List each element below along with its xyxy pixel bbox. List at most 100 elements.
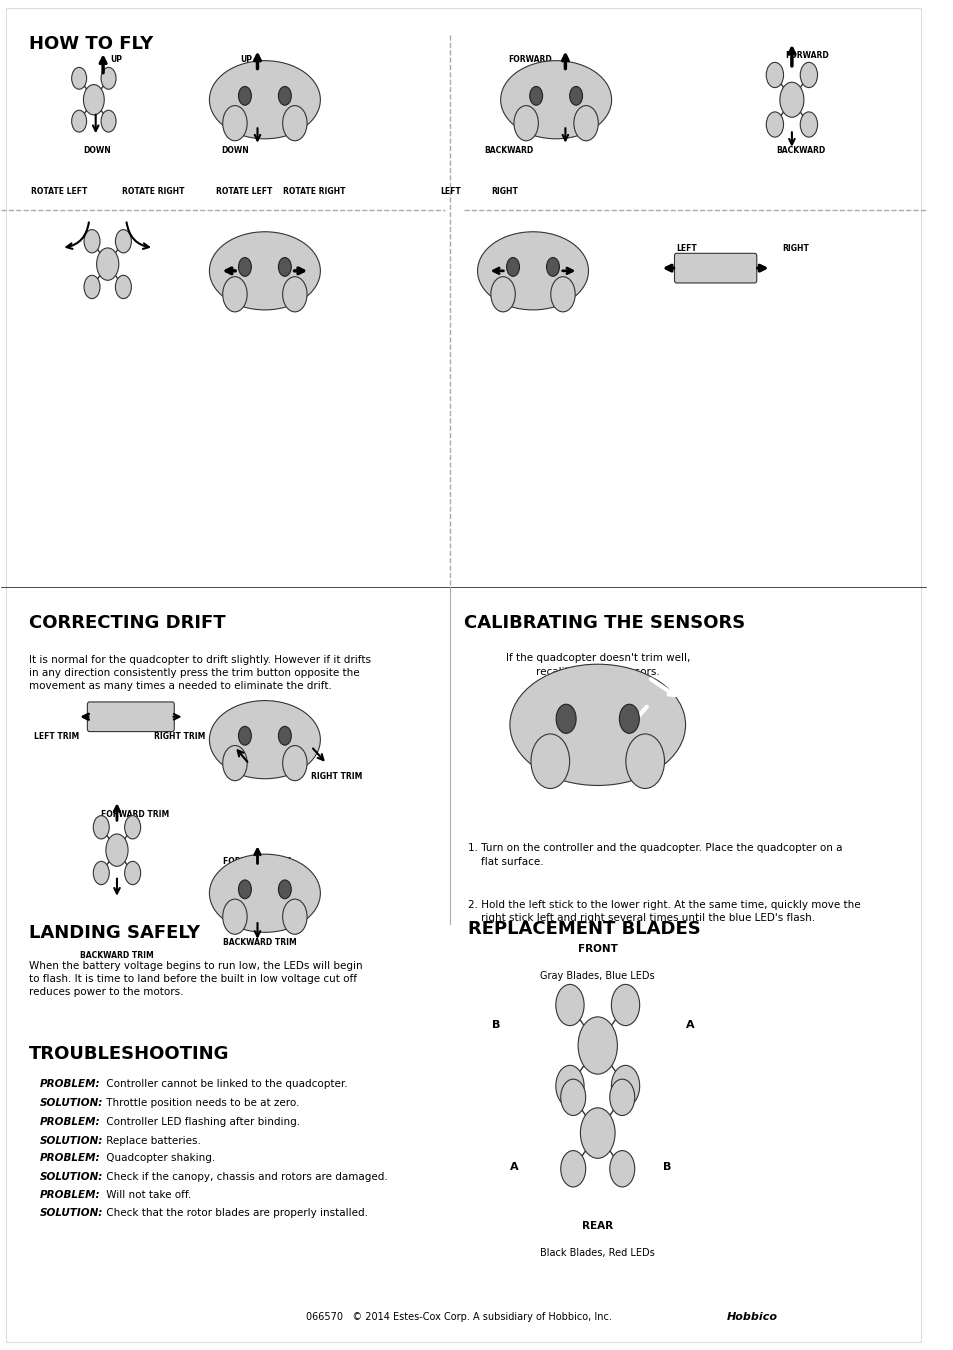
Text: BACKWARD TRIM: BACKWARD TRIM bbox=[223, 938, 296, 946]
Circle shape bbox=[560, 1150, 585, 1187]
Circle shape bbox=[556, 705, 576, 733]
Circle shape bbox=[506, 258, 519, 277]
Ellipse shape bbox=[491, 277, 515, 312]
Text: LEFT TRIM: LEFT TRIM bbox=[33, 732, 79, 741]
Text: A: A bbox=[510, 1162, 518, 1172]
FancyBboxPatch shape bbox=[674, 254, 756, 284]
Circle shape bbox=[546, 258, 558, 277]
Text: FRONT: FRONT bbox=[578, 945, 617, 954]
Circle shape bbox=[101, 111, 116, 132]
Text: PROBLEM:: PROBLEM: bbox=[40, 1189, 101, 1200]
Text: Quadcopter shaking.: Quadcopter shaking. bbox=[103, 1153, 215, 1164]
Circle shape bbox=[101, 68, 116, 89]
Text: Black Blades, Red LEDs: Black Blades, Red LEDs bbox=[539, 1247, 655, 1258]
Text: When the battery voltage begins to run low, the LEDs will begin
to flash. It is : When the battery voltage begins to run l… bbox=[30, 961, 362, 998]
Text: DOWN: DOWN bbox=[83, 146, 111, 154]
Circle shape bbox=[93, 815, 110, 838]
Text: B: B bbox=[492, 1021, 499, 1030]
Text: ROTATE RIGHT: ROTATE RIGHT bbox=[283, 188, 346, 196]
Text: LANDING SAFELY: LANDING SAFELY bbox=[30, 925, 200, 942]
Circle shape bbox=[765, 112, 782, 138]
Circle shape bbox=[83, 85, 104, 115]
Text: It is normal for the quadcopter to drift slightly. However if it drifts
in any d: It is normal for the quadcopter to drift… bbox=[30, 655, 371, 691]
Text: ROTATE RIGHT: ROTATE RIGHT bbox=[121, 188, 184, 196]
Text: RIGHT TRIM: RIGHT TRIM bbox=[311, 772, 362, 782]
Circle shape bbox=[800, 112, 817, 138]
Text: SOLUTION:: SOLUTION: bbox=[40, 1208, 104, 1219]
Ellipse shape bbox=[210, 232, 320, 310]
Text: Will not take off.: Will not take off. bbox=[103, 1189, 192, 1200]
Circle shape bbox=[609, 1150, 634, 1187]
Text: REAR: REAR bbox=[581, 1220, 613, 1231]
Ellipse shape bbox=[282, 745, 307, 780]
Circle shape bbox=[765, 62, 782, 88]
Circle shape bbox=[278, 258, 291, 277]
Circle shape bbox=[278, 880, 291, 899]
Text: SOLUTION:: SOLUTION: bbox=[40, 1172, 104, 1183]
Circle shape bbox=[611, 984, 639, 1026]
Text: FORWARD: FORWARD bbox=[508, 55, 551, 65]
Text: LEFT: LEFT bbox=[440, 188, 461, 196]
Circle shape bbox=[278, 86, 291, 105]
Circle shape bbox=[238, 726, 251, 745]
Ellipse shape bbox=[500, 61, 611, 139]
Text: Hobbico: Hobbico bbox=[726, 1312, 778, 1322]
Text: TROUBLESHOOTING: TROUBLESHOOTING bbox=[30, 1045, 230, 1064]
Circle shape bbox=[93, 861, 110, 884]
Text: Check if the canopy, chassis and rotors are damaged.: Check if the canopy, chassis and rotors … bbox=[103, 1172, 388, 1183]
Circle shape bbox=[779, 82, 803, 117]
Ellipse shape bbox=[222, 277, 247, 312]
Text: Controller cannot be linked to the quadcopter.: Controller cannot be linked to the quadc… bbox=[103, 1079, 347, 1089]
Circle shape bbox=[556, 984, 583, 1026]
Circle shape bbox=[115, 230, 132, 252]
Text: BACKWARD: BACKWARD bbox=[776, 146, 824, 154]
Circle shape bbox=[611, 1065, 639, 1107]
Text: Replace batteries.: Replace batteries. bbox=[103, 1135, 201, 1146]
Text: A: A bbox=[685, 1021, 694, 1030]
Circle shape bbox=[800, 62, 817, 88]
Ellipse shape bbox=[210, 61, 320, 139]
Text: BACKWARD TRIM: BACKWARD TRIM bbox=[80, 952, 153, 960]
Circle shape bbox=[238, 880, 251, 899]
FancyBboxPatch shape bbox=[88, 702, 174, 732]
Ellipse shape bbox=[222, 899, 247, 934]
Ellipse shape bbox=[210, 855, 320, 933]
Ellipse shape bbox=[282, 899, 307, 934]
Text: FORWARD TRIM: FORWARD TRIM bbox=[223, 857, 292, 865]
Text: PROBLEM:: PROBLEM: bbox=[40, 1116, 101, 1127]
Circle shape bbox=[125, 815, 140, 838]
Ellipse shape bbox=[222, 745, 247, 780]
Text: LEFT TRIM: LEFT TRIM bbox=[231, 763, 275, 772]
Text: 2. Hold the left stick to the lower right. At the same time, quickly move the
  : 2. Hold the left stick to the lower righ… bbox=[468, 900, 860, 923]
Text: 066570   © 2014 Estes-Cox Corp. A subsidiary of Hobbico, Inc.: 066570 © 2014 Estes-Cox Corp. A subsidia… bbox=[306, 1312, 620, 1322]
Text: PROBLEM:: PROBLEM: bbox=[40, 1153, 101, 1164]
Text: If the quadcopter doesn't trim well,
recalibrate the sensors.: If the quadcopter doesn't trim well, rec… bbox=[505, 653, 689, 676]
Ellipse shape bbox=[514, 105, 537, 140]
Circle shape bbox=[238, 86, 251, 105]
Text: FORWARD TRIM: FORWARD TRIM bbox=[101, 810, 170, 818]
Text: SOLUTION:: SOLUTION: bbox=[40, 1098, 104, 1108]
Ellipse shape bbox=[574, 105, 598, 140]
Ellipse shape bbox=[550, 277, 575, 312]
Text: HOW TO FLY: HOW TO FLY bbox=[30, 35, 153, 53]
Text: SOLUTION:: SOLUTION: bbox=[40, 1135, 104, 1146]
Circle shape bbox=[238, 258, 251, 277]
Circle shape bbox=[278, 726, 291, 745]
Circle shape bbox=[125, 861, 140, 884]
Circle shape bbox=[106, 834, 128, 867]
Circle shape bbox=[578, 1017, 617, 1075]
Text: ROTATE LEFT: ROTATE LEFT bbox=[30, 188, 88, 196]
Circle shape bbox=[556, 1065, 583, 1107]
Circle shape bbox=[71, 68, 87, 89]
Text: UP: UP bbox=[111, 55, 122, 65]
Text: FORWARD: FORWARD bbox=[784, 51, 828, 61]
Circle shape bbox=[569, 86, 582, 105]
Text: RIGHT: RIGHT bbox=[491, 188, 517, 196]
Text: RIGHT: RIGHT bbox=[781, 244, 809, 252]
Ellipse shape bbox=[222, 105, 247, 140]
Circle shape bbox=[84, 275, 100, 298]
Ellipse shape bbox=[477, 232, 588, 310]
Text: LEFT: LEFT bbox=[676, 244, 697, 252]
Text: PROBLEM:: PROBLEM: bbox=[40, 1079, 101, 1089]
Ellipse shape bbox=[509, 664, 685, 786]
